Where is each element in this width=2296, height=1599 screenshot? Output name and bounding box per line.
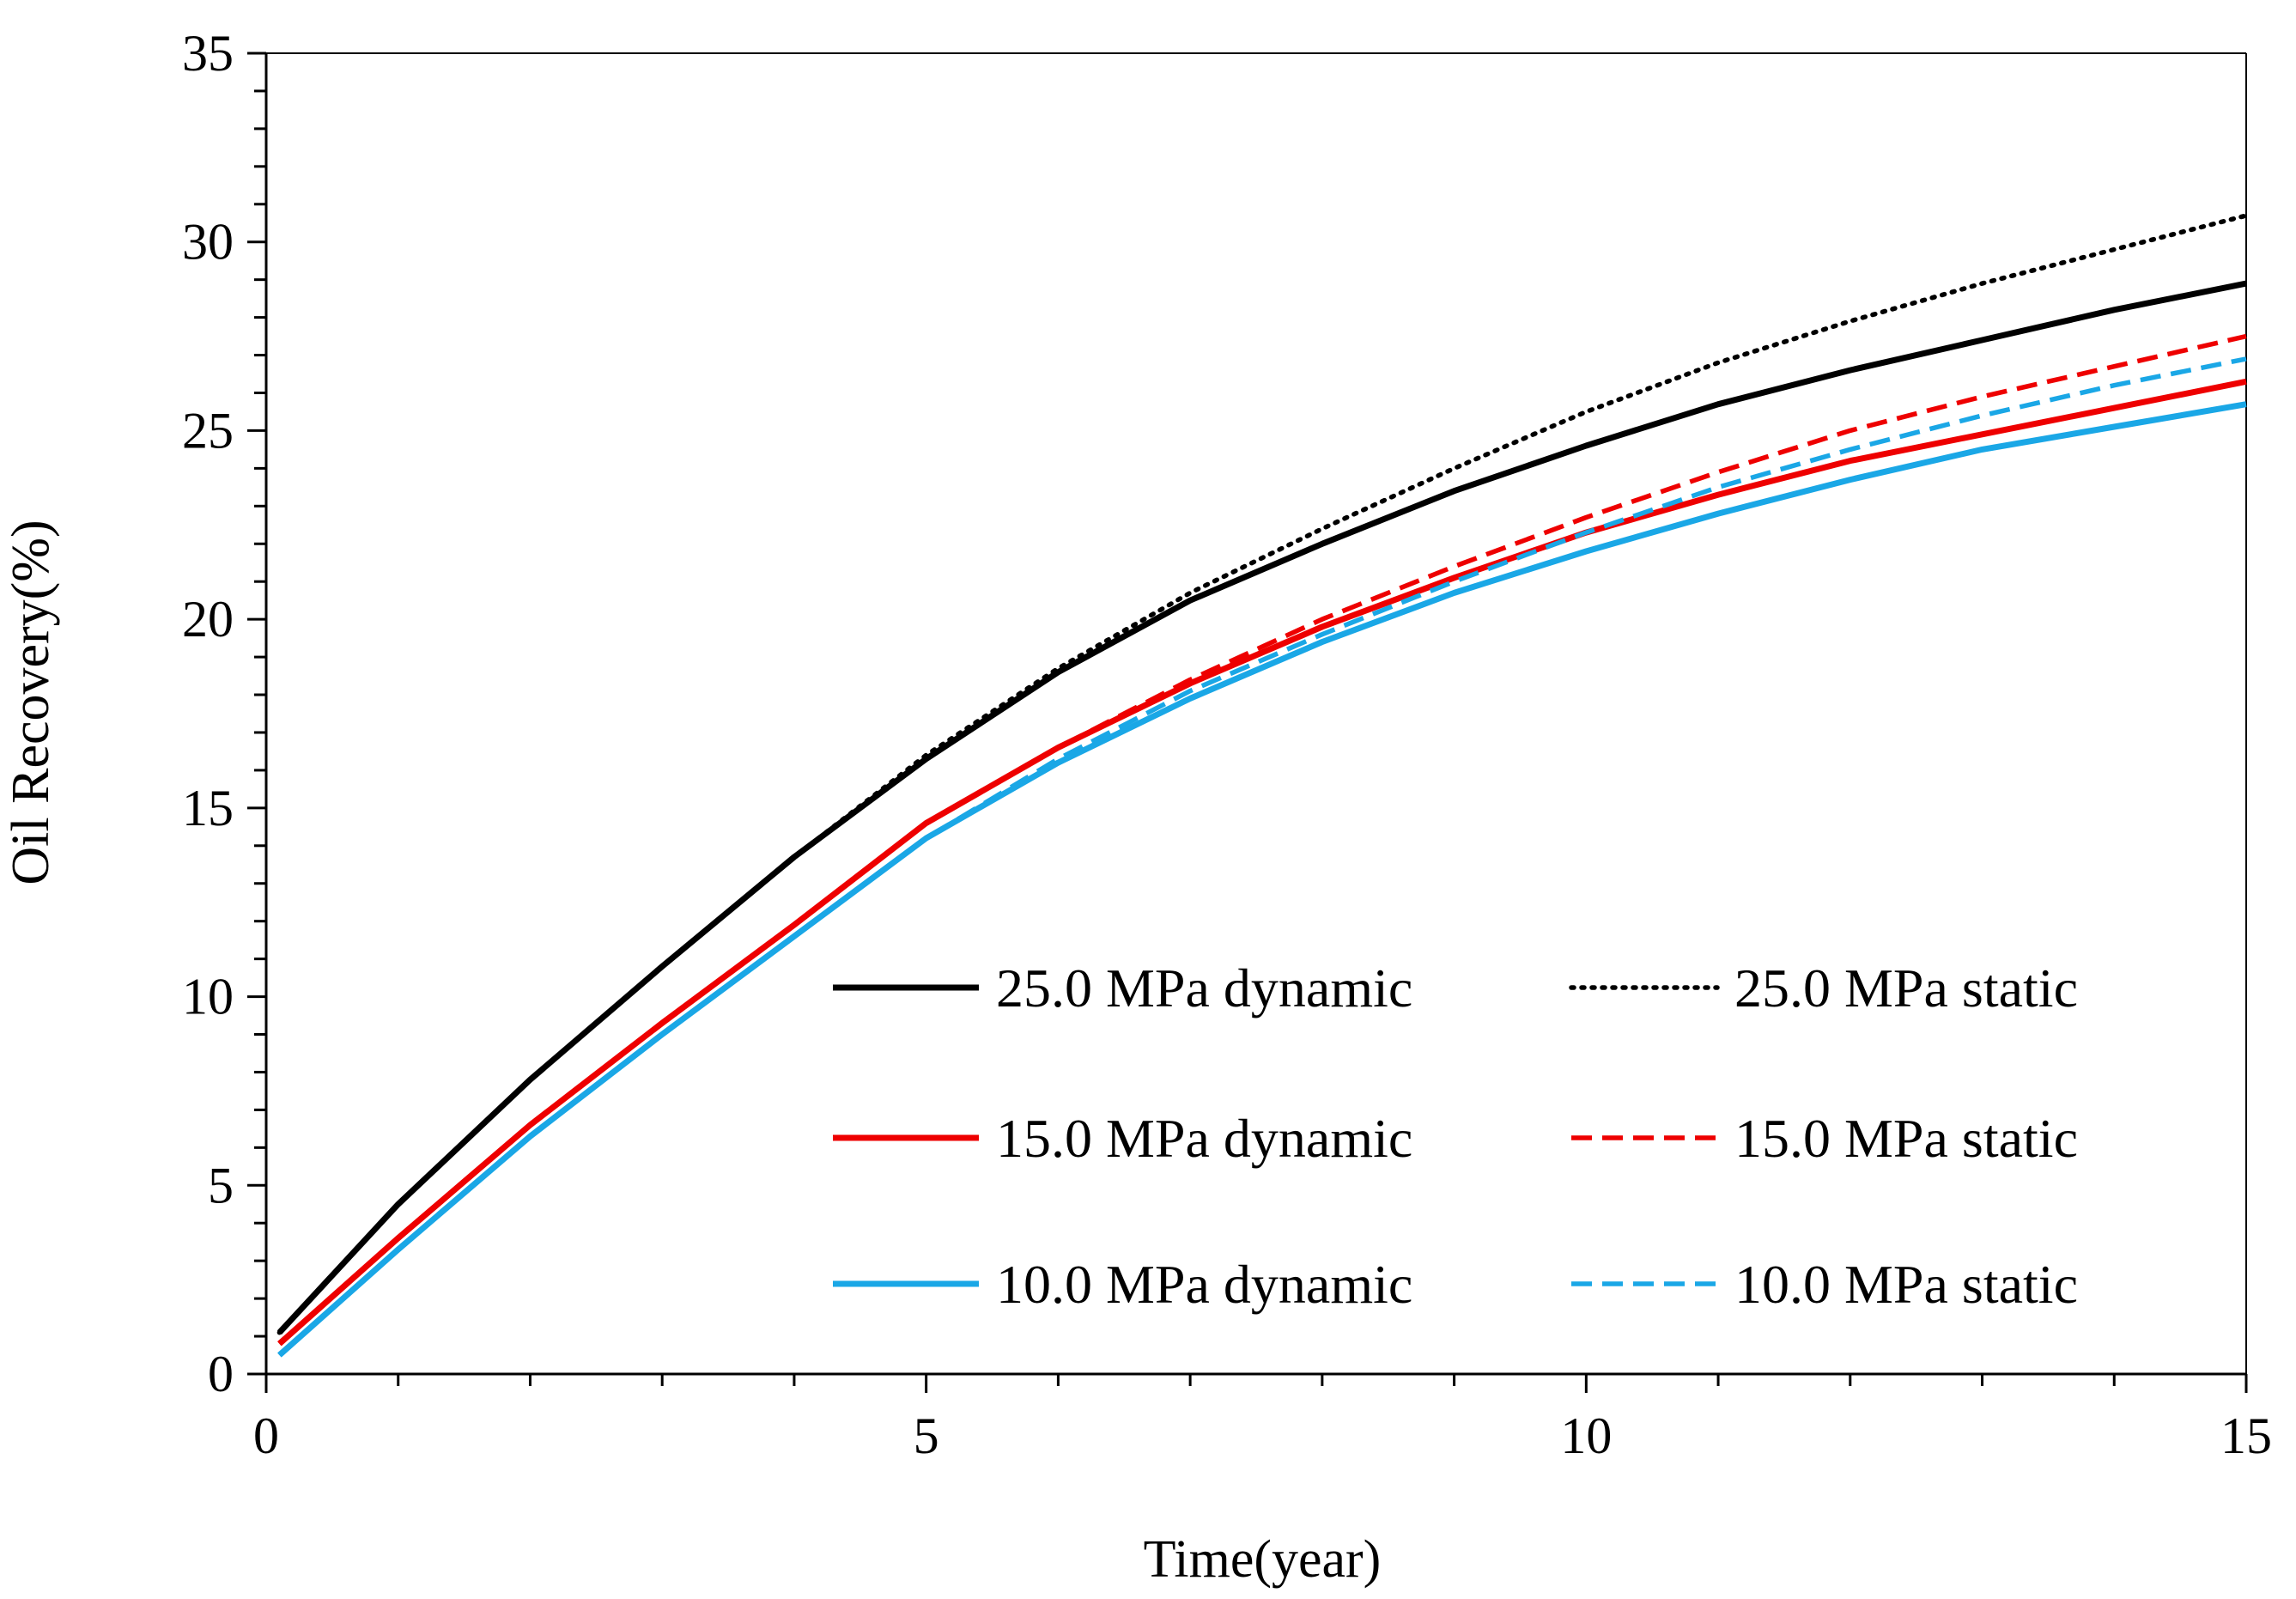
x-tick-label: 15 — [2220, 1407, 2272, 1464]
legend-label: 25.0 MPa dynamic — [996, 958, 1412, 1018]
series-lines — [276, 213, 2249, 1358]
series-line-10-0-mpa-static — [277, 356, 2247, 1358]
series-line-15-0-mpa-static — [277, 333, 2247, 1346]
y-tick-label: 35 — [182, 25, 234, 82]
legend-label: 10.0 MPa static — [1734, 1254, 2078, 1315]
y-tick-label: 15 — [182, 780, 234, 836]
legend-label: 25.0 MPa static — [1734, 958, 2078, 1018]
y-tick-label: 20 — [182, 591, 234, 648]
x-tick-label: 5 — [914, 1407, 939, 1464]
y-tick-label: 10 — [182, 969, 234, 1025]
x-axis-title: Time(year) — [1144, 1530, 1382, 1589]
series-line-15-0-mpa-dynamic — [277, 378, 2247, 1347]
y-axis-title: Oil Recovery(%) — [2, 520, 60, 885]
y-tick-label: 30 — [182, 214, 234, 271]
series-line-25-0-mpa-static — [276, 213, 2249, 1335]
y-tick-label: 5 — [208, 1157, 234, 1213]
legend-label: 10.0 MPa dynamic — [996, 1254, 1412, 1315]
axes: 0 5 10 15 20 25 30 35 0 5 10 15 — [182, 25, 2272, 1464]
legend-label: 15.0 MPa static — [1734, 1108, 2078, 1169]
x-tick-label: 0 — [253, 1407, 279, 1464]
legend: 25.0 MPa dynamic 25.0 MPa static 15.0 MPa … — [833, 958, 2078, 1315]
x-tick-label: 10 — [1560, 1407, 1612, 1464]
legend-label: 15.0 MPa dynamic — [996, 1108, 1412, 1169]
y-tick-label: 25 — [182, 402, 234, 459]
y-tick-label: 0 — [208, 1346, 234, 1402]
series-line-10-0-mpa-dynamic — [277, 401, 2247, 1358]
